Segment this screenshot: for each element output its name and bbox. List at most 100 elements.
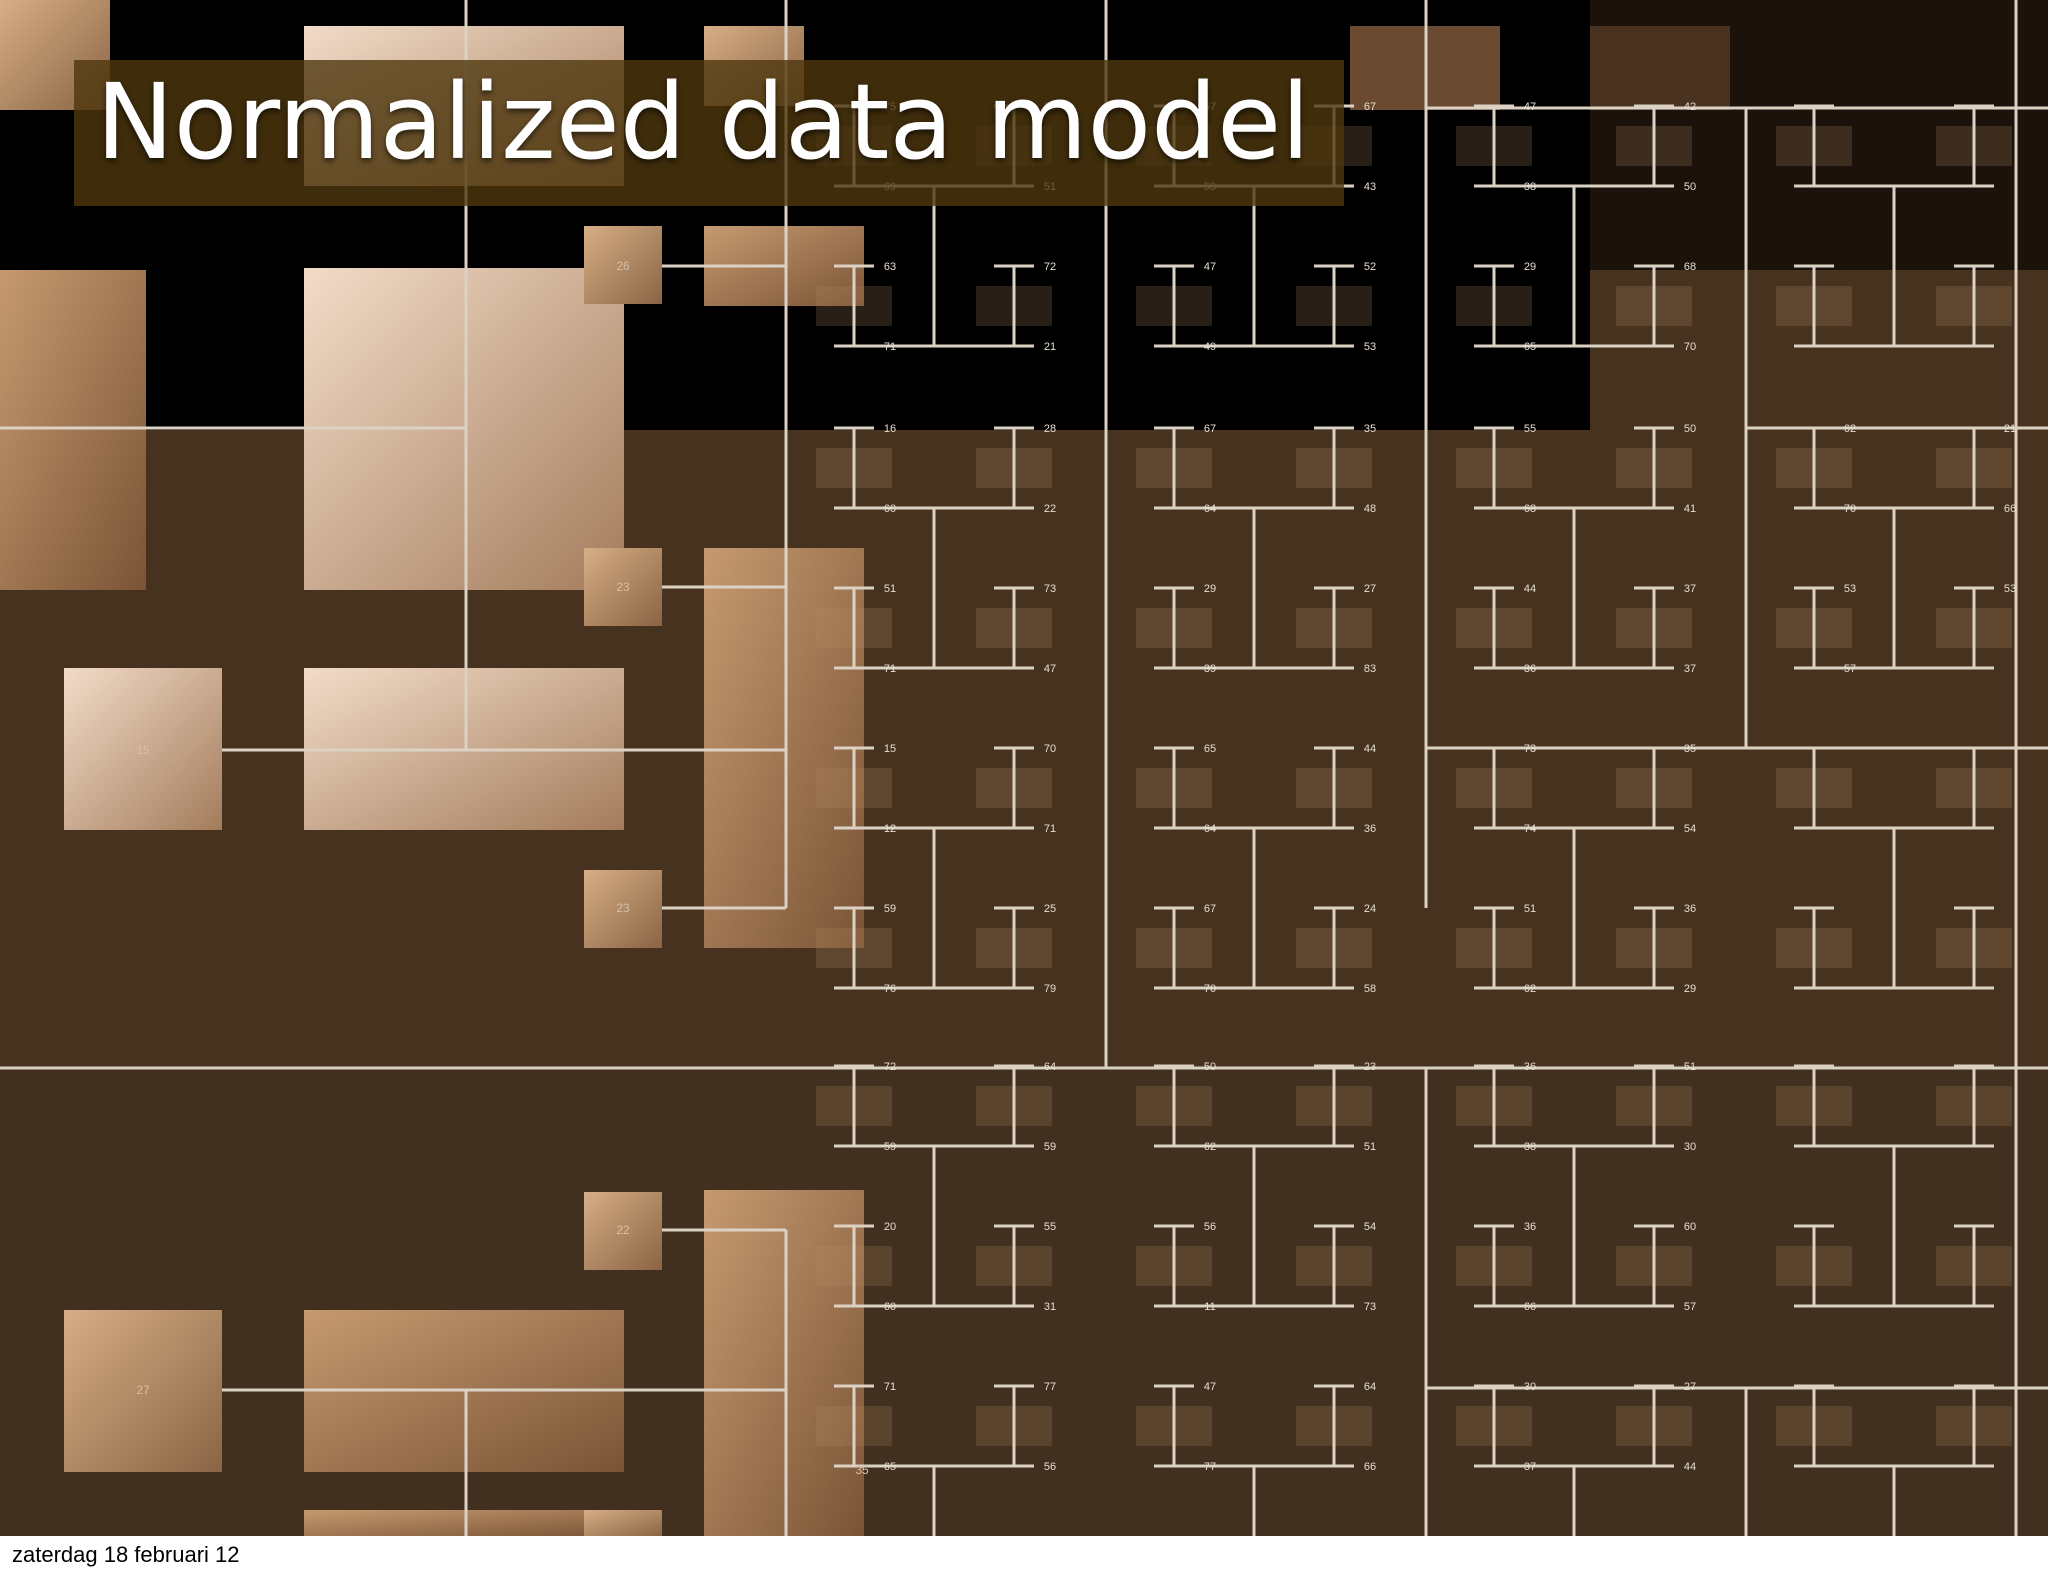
node-label: 65 — [1524, 341, 1536, 353]
node-label: 54 — [1684, 823, 1696, 835]
node-label: 35 — [1684, 743, 1696, 755]
node-label: 47 — [1204, 261, 1216, 273]
node-label: 73 — [1364, 1301, 1376, 1313]
node-label: 77 — [1044, 1381, 1056, 1393]
node-label: 44 — [1364, 743, 1376, 755]
box-bottom-strip — [304, 1510, 624, 1536]
label-box-23b: 23 — [616, 901, 630, 915]
node-label: 54 — [1364, 1221, 1376, 1233]
node-label: 62 — [1204, 1141, 1216, 1153]
node-label: 73 — [1524, 743, 1536, 755]
node-label: 25 — [1044, 903, 1056, 915]
node-label: 29 — [1684, 983, 1696, 995]
node-label: 43 — [1364, 181, 1376, 193]
node-label: 50 — [1684, 181, 1696, 193]
node-label: 71 — [884, 341, 896, 353]
node-label: 36 — [1684, 903, 1696, 915]
node-label: 35 — [1364, 423, 1376, 435]
node-label: 71 — [884, 1381, 896, 1393]
node-label: 66 — [2004, 503, 2016, 515]
node-label: 55 — [1044, 1221, 1056, 1233]
node-label: 15 — [884, 743, 896, 755]
node-label: 42 — [1684, 101, 1696, 113]
slide-title: Normalized data model — [96, 61, 1310, 183]
node-label: 16 — [884, 423, 896, 435]
node-label: 72 — [1044, 261, 1056, 273]
node-label: 29 — [1204, 583, 1216, 595]
label-box-35: 35 — [855, 1463, 869, 1477]
node-label: 55 — [1524, 423, 1536, 435]
node-label: 37 — [1684, 583, 1696, 595]
node-label: 64 — [1044, 1061, 1056, 1073]
node-label: 62 — [1524, 983, 1536, 995]
node-label: 44 — [1524, 583, 1536, 595]
label-box-26: 26 — [616, 259, 630, 273]
node-label: 47 — [1524, 101, 1536, 113]
node-label: 22 — [1044, 503, 1056, 515]
label-box-22: 22 — [616, 1223, 630, 1237]
box-left-tall — [0, 270, 146, 590]
node-label: 50 — [1684, 423, 1696, 435]
node-label: 29 — [1524, 261, 1536, 273]
node-label: 67 — [1204, 903, 1216, 915]
node-label: 64 — [1204, 503, 1216, 515]
node-label: 30 — [1524, 1381, 1536, 1393]
node-label: 83 — [1364, 663, 1376, 675]
node-label: 60 — [1684, 1221, 1696, 1233]
node-label: 36 — [1524, 1221, 1536, 1233]
node-label: 67 — [1204, 423, 1216, 435]
node-label: 53 — [1364, 341, 1376, 353]
node-label: 20 — [884, 1221, 896, 1233]
node-label: 57 — [1844, 663, 1856, 675]
node-label: 72 — [884, 1061, 896, 1073]
node-label: 37 — [1684, 663, 1696, 675]
node-label: 52 — [1364, 261, 1376, 273]
box-15 — [64, 668, 222, 830]
node-label: 59 — [884, 1141, 896, 1153]
node-label: 56 — [1044, 1461, 1056, 1473]
box-23a — [584, 548, 662, 626]
node-label: 41 — [1684, 503, 1696, 515]
node-label: 27 — [1684, 1381, 1696, 1393]
node-label: 57 — [1684, 1301, 1696, 1313]
node-label: 59 — [884, 903, 896, 915]
node-label: 68 — [1684, 261, 1696, 273]
label-box-23a: 23 — [616, 580, 630, 594]
node-label: 53 — [2004, 583, 2016, 595]
node-label: 70 — [1204, 983, 1216, 995]
title-banner — [74, 60, 1344, 206]
node-label: 58 — [1364, 983, 1376, 995]
node-labels: 1660282251717347151270715976257975695951… — [884, 101, 2016, 1473]
node-label: 47 — [1044, 663, 1056, 675]
label-box-15: 15 — [136, 743, 150, 757]
node-label: 31 — [1044, 1301, 1056, 1313]
node-label: 74 — [1524, 823, 1536, 835]
node-label: 48 — [1364, 503, 1376, 515]
node-label: 28 — [1044, 423, 1056, 435]
node-label: 70 — [1844, 503, 1856, 515]
box-27 — [64, 1310, 222, 1472]
node-label: 44 — [1684, 1461, 1696, 1473]
node-label: 27 — [1364, 583, 1376, 595]
node-label: 79 — [1044, 983, 1056, 995]
node-label: 64 — [1204, 823, 1216, 835]
node-label: 50 — [1204, 1061, 1216, 1073]
box-23b — [584, 870, 662, 948]
node-label: 65 — [884, 1461, 896, 1473]
node-label: 66 — [1524, 1301, 1536, 1313]
node-label: 53 — [1844, 583, 1856, 595]
box-22 — [584, 1192, 662, 1270]
node-label: 11 — [1204, 1301, 1215, 1313]
box-26 — [584, 226, 662, 304]
node-label: 38 — [1524, 1141, 1536, 1153]
node-label: 67 — [1364, 101, 1376, 113]
box-top-right-b — [1590, 26, 1730, 110]
slide: 15 26 23 23 22 27 35 16 60 28 22 51 71 73 47 15 1… — [0, 0, 2048, 1536]
node-label: 76 — [884, 983, 896, 995]
node-label: 70 — [1044, 743, 1056, 755]
node-label: 38 — [1524, 181, 1536, 193]
node-label: 66 — [1364, 1461, 1376, 1473]
node-label: 36 — [1524, 1061, 1536, 1073]
node-label: 73 — [1044, 583, 1056, 595]
node-label: 70 — [1684, 341, 1696, 353]
